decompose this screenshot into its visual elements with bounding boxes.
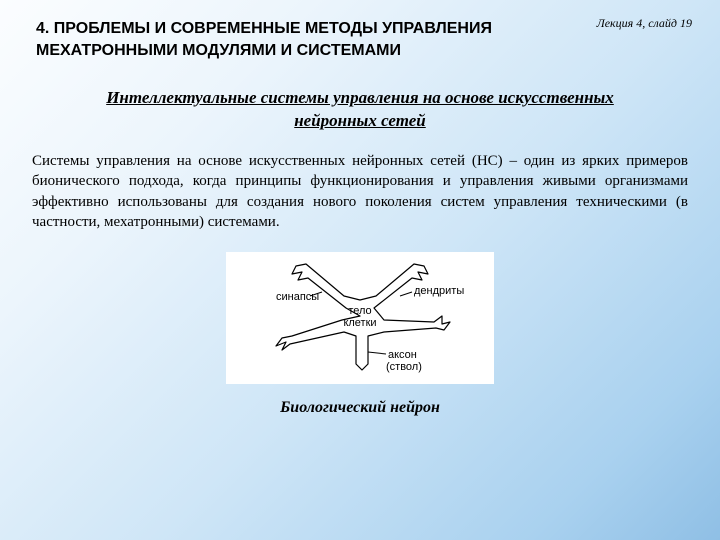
neuron-svg: синапсы дендриты тело клетки аксон (ство… bbox=[236, 258, 484, 378]
slide-title: 4. ПРОБЛЕМЫ И СОВРЕМЕННЫЕ МЕТОДЫ УПРАВЛЕ… bbox=[36, 18, 690, 61]
body-paragraph: Системы управления на основе искусственн… bbox=[32, 151, 688, 232]
slide-subtitle: Интеллектуальные системы управления на о… bbox=[80, 87, 640, 133]
label-axon-2: (ствол) bbox=[386, 361, 422, 373]
label-cell-body-2: клетки bbox=[343, 317, 376, 329]
figure-caption: Биологический нейрон bbox=[30, 399, 690, 417]
label-synapses: синапсы bbox=[276, 291, 319, 303]
pointer-axon bbox=[368, 352, 386, 354]
pointer-dendrites bbox=[400, 292, 412, 296]
slide: Лекция 4, слайд 19 4. ПРОБЛЕМЫ И СОВРЕМЕ… bbox=[0, 0, 720, 540]
label-axon-1: аксон bbox=[388, 349, 417, 361]
label-dendrites: дендриты bbox=[414, 285, 464, 297]
slide-reference: Лекция 4, слайд 19 bbox=[597, 16, 692, 31]
neuron-diagram: синапсы дендриты тело клетки аксон (ство… bbox=[226, 252, 494, 384]
label-cell-body-1: тело bbox=[348, 305, 371, 317]
figure: синапсы дендриты тело клетки аксон (ство… bbox=[30, 252, 690, 417]
